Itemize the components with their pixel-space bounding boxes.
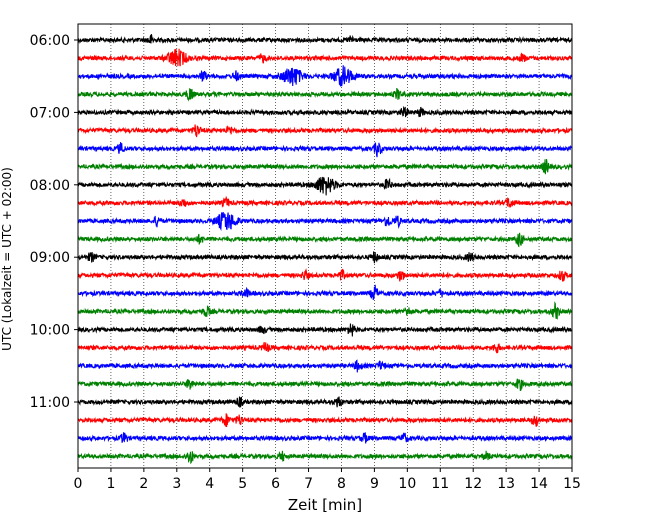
trace-1015 xyxy=(77,341,573,354)
x-tick-label: 14 xyxy=(530,476,548,492)
y-tick-label: 09:00 xyxy=(30,250,70,266)
trace-0745 xyxy=(77,159,573,175)
x-axis-ticks: 0 1 2 3 4 5 6 7 8 9 10 11 12 13 14 15 xyxy=(74,468,581,492)
x-tick-label: 12 xyxy=(464,476,482,492)
trace-0615 xyxy=(77,48,573,67)
plot-area-frame xyxy=(77,23,573,469)
x-axis-label: Zeit [min] xyxy=(288,496,362,514)
trace-1145 xyxy=(77,450,573,465)
y-axis-ticks: 06:00 07:00 08:00 09:00 10:00 11:00 xyxy=(30,33,78,411)
x-tick-label: 5 xyxy=(238,476,247,492)
trace-0830 xyxy=(77,212,573,232)
y-tick-label: 07:00 xyxy=(30,105,70,121)
trace-0600 xyxy=(77,34,573,45)
seismic-traces xyxy=(77,34,573,465)
vertical-gridlines xyxy=(110,24,540,468)
trace-1045 xyxy=(77,378,573,392)
trace-0730 xyxy=(77,142,573,158)
x-tick-label: 6 xyxy=(271,476,280,492)
x-tick-label: 7 xyxy=(304,476,313,492)
x-tick-label: 4 xyxy=(205,476,214,492)
x-tick-label: 15 xyxy=(563,476,581,492)
trace-0945 xyxy=(77,301,573,320)
trace-0715 xyxy=(77,124,573,138)
x-tick-label: 0 xyxy=(74,476,83,492)
y-axis-label: UTC (Lokalzeit = UTC + 02:00) xyxy=(0,167,14,351)
y-tick-label: 11:00 xyxy=(30,395,70,411)
x-tick-label: 9 xyxy=(370,476,379,492)
trace-1100 xyxy=(77,396,573,408)
x-tick-label: 11 xyxy=(431,476,449,492)
trace-0915 xyxy=(77,268,573,283)
trace-0930 xyxy=(77,284,573,300)
x-tick-label: 10 xyxy=(398,476,416,492)
trace-1000 xyxy=(77,323,573,337)
trace-0815 xyxy=(77,195,573,209)
trace-0700 xyxy=(77,105,573,118)
trace-0900 xyxy=(77,251,573,264)
trace-0630 xyxy=(77,65,573,87)
y-tick-label: 10:00 xyxy=(30,323,70,339)
x-tick-label: 8 xyxy=(337,476,346,492)
trace-1115 xyxy=(77,413,573,428)
x-tick-label: 3 xyxy=(172,476,181,492)
y-tick-label: 08:00 xyxy=(30,178,70,194)
x-tick-label: 2 xyxy=(139,476,148,492)
x-tick-label: 1 xyxy=(106,476,115,492)
x-tick-label: 13 xyxy=(497,476,515,492)
trace-1030 xyxy=(77,359,573,373)
trace-0800 xyxy=(77,176,573,196)
y-tick-label: 06:00 xyxy=(30,33,70,49)
trace-0645 xyxy=(77,87,573,102)
trace-1130 xyxy=(77,432,573,444)
trace-0845 xyxy=(77,232,573,248)
